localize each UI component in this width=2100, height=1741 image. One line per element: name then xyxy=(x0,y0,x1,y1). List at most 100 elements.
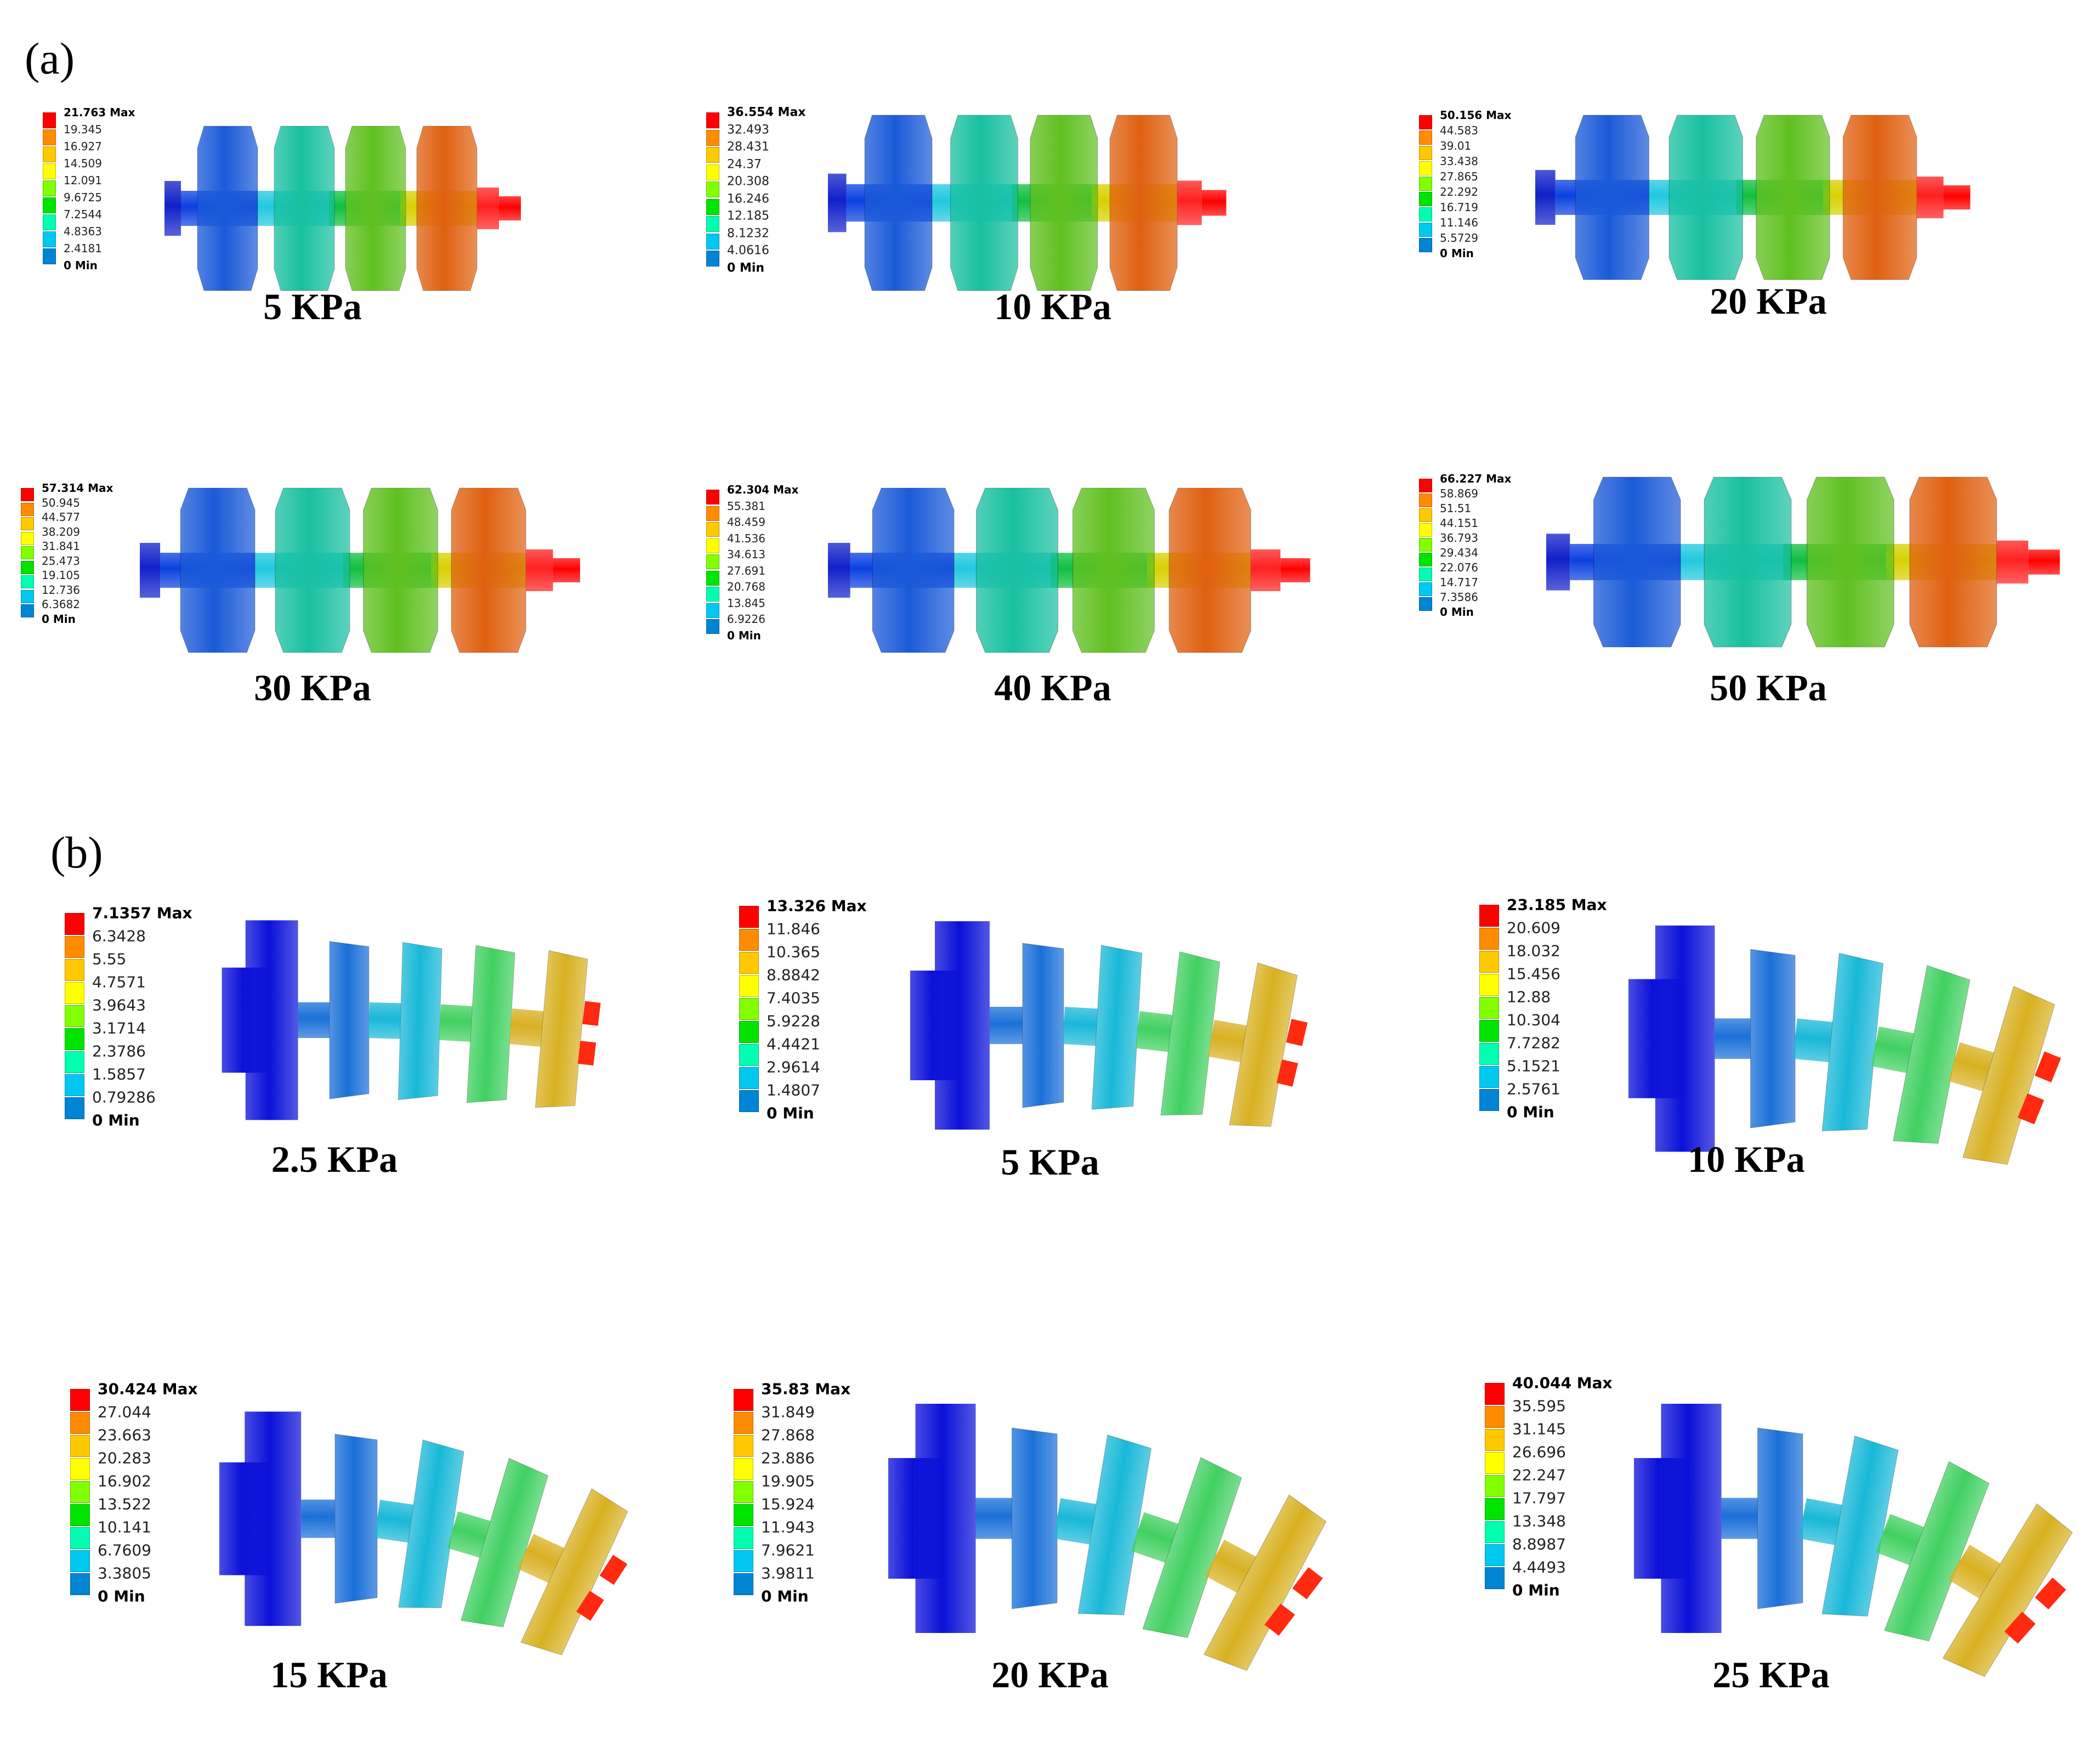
legend-swatch xyxy=(1485,1406,1505,1428)
legend-swatch xyxy=(739,929,759,951)
legend-tick-label: 2.9614 xyxy=(767,1058,820,1076)
legend-tick-label: 4.8363 xyxy=(64,225,102,238)
actuator-model xyxy=(910,921,1308,1130)
legend-min-label: 0 Min xyxy=(727,261,765,275)
legend-max-label: 66.227 Max xyxy=(1440,472,1512,485)
legend-tick-label: 5.55 xyxy=(92,950,127,968)
section-a-label: (a) xyxy=(25,33,75,83)
pressure-caption: 5 KPa xyxy=(1001,1141,1099,1183)
legend-swatch xyxy=(706,147,719,163)
legend-swatch xyxy=(1419,115,1432,129)
tip-nozzles xyxy=(577,1001,601,1066)
legend-min-label: 0 Min xyxy=(64,259,98,272)
legend-tick-label: 44.577 xyxy=(42,511,80,524)
legend-swatch xyxy=(1419,508,1432,522)
chamber xyxy=(1072,487,1155,653)
legend-max-label: 30.424 Max xyxy=(98,1380,198,1398)
legend-tick-label: 1.5857 xyxy=(92,1065,146,1084)
legend-min-label: 0 Min xyxy=(767,1104,814,1122)
legend-swatch xyxy=(1419,131,1432,145)
tip-nozzles xyxy=(2017,1051,2061,1125)
legend-tick-label: 5.9228 xyxy=(767,1012,820,1030)
legend-max-label: 50.156 Max xyxy=(1440,109,1512,122)
base-chamber xyxy=(1655,925,1715,1152)
base-cap xyxy=(1535,170,1556,225)
legend-swatch xyxy=(1479,951,1499,973)
legend-min-label: 0 Min xyxy=(98,1587,145,1606)
bent-chamber xyxy=(517,1488,628,1655)
legend-tick-label: 14.717 xyxy=(1440,576,1478,589)
legend-swatch xyxy=(1479,997,1499,1019)
legend-tick-label: 3.3805 xyxy=(98,1564,151,1583)
legend-swatch xyxy=(43,163,56,179)
bent-chamber xyxy=(1135,951,1221,1116)
bent-chamber xyxy=(1799,1435,1899,1617)
legend-swatch xyxy=(1479,928,1499,950)
legend-tick-label: 7.9621 xyxy=(761,1541,815,1559)
legend-max-label: 62.304 Max xyxy=(727,483,799,496)
legend-swatch xyxy=(1485,1544,1505,1566)
legend-swatch xyxy=(1419,192,1432,206)
chamber xyxy=(975,487,1059,653)
tip-nozzles xyxy=(576,1555,628,1621)
base-chamber xyxy=(915,1404,976,1633)
tip-block xyxy=(477,188,499,229)
bent-chamber xyxy=(447,1458,549,1627)
pressure-caption: 20 KPa xyxy=(991,1654,1109,1695)
tip-block xyxy=(1251,549,1281,591)
legend-tick-label: 1.4807 xyxy=(767,1081,820,1099)
legend-swatch xyxy=(706,603,719,618)
legend-tick-label: 13.522 xyxy=(98,1495,151,1513)
legend-tick-label: 8.1232 xyxy=(727,226,769,240)
legend-swatch xyxy=(43,248,56,264)
chamber xyxy=(1842,115,1917,280)
legend-swatch xyxy=(1419,161,1432,175)
chamber xyxy=(416,126,478,291)
legend-swatch xyxy=(1485,1429,1505,1451)
tip-nozzle xyxy=(1280,558,1310,582)
legend-tick-label: 17.797 xyxy=(1512,1489,1566,1507)
actuator-model xyxy=(828,487,1310,653)
legend-max-label: 57.314 Max xyxy=(42,481,113,495)
legend-swatch xyxy=(734,1435,753,1457)
legend-tick-label: 16.902 xyxy=(98,1472,151,1490)
legend-tick-label: 2.3786 xyxy=(92,1042,146,1061)
legend-tick-label: 22.247 xyxy=(1512,1466,1566,1484)
legend-swatch xyxy=(21,604,34,617)
chamber xyxy=(864,115,933,291)
legend-tick-label: 15.456 xyxy=(1507,965,1560,983)
legend-swatch xyxy=(734,1481,753,1503)
base-cap xyxy=(140,543,161,598)
chamber xyxy=(1909,477,1997,648)
legend-swatch xyxy=(65,1074,84,1096)
legend-swatch xyxy=(706,199,719,215)
legend-swatch xyxy=(706,129,719,146)
legend-swatch xyxy=(65,959,84,981)
legend-max-label: 13.326 Max xyxy=(767,897,867,915)
tip-nozzle xyxy=(1201,190,1227,216)
legend-tick-label: 12.185 xyxy=(727,209,769,223)
pressure-caption: 25 KPa xyxy=(1712,1654,1830,1695)
legend-min-label: 0 Min xyxy=(1440,247,1474,260)
legend-swatch xyxy=(706,554,719,569)
legend-tick-label: 51.51 xyxy=(1440,502,1472,515)
legend-swatch xyxy=(43,197,56,213)
legend-swatch xyxy=(739,1044,759,1066)
legend-tick-label: 31.849 xyxy=(761,1403,815,1421)
legend-swatch xyxy=(734,1573,753,1595)
legend-tick-label: 33.438 xyxy=(1440,155,1478,168)
legend-swatch xyxy=(1485,1475,1505,1497)
legend-tick-label: 39.01 xyxy=(1440,139,1472,152)
legend-swatch xyxy=(706,233,719,249)
legend-swatch xyxy=(734,1389,753,1411)
pressure-caption: 5 KPa xyxy=(263,286,362,327)
legend-tick-label: 18.032 xyxy=(1507,942,1560,960)
legend-min-label: 0 Min xyxy=(761,1587,809,1606)
actuator-model xyxy=(164,126,521,291)
legend-tick-label: 11.846 xyxy=(767,920,820,938)
legend-tick-label: 6.3428 xyxy=(92,927,146,945)
legend-swatch xyxy=(706,506,719,521)
legend-max-label: 35.83 Max xyxy=(761,1380,851,1398)
legend-swatch xyxy=(1419,494,1432,507)
legend-tick-label: 14.509 xyxy=(64,157,102,170)
